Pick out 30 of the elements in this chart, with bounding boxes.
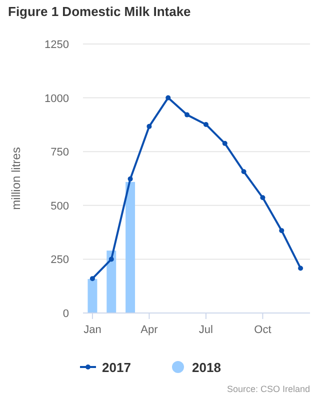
x-tick-label: Oct <box>254 324 272 336</box>
bar <box>88 279 98 313</box>
bar <box>126 182 136 313</box>
point <box>166 95 171 100</box>
source-note: Source: CSO Ireland <box>226 384 310 394</box>
y-tick-label: 1000 <box>44 92 69 105</box>
point <box>222 140 228 146</box>
point <box>279 228 284 234</box>
bar <box>106 250 116 313</box>
chart-title: Figure 1 Domestic Milk Intake <box>8 4 191 19</box>
y-tick-label: 250 <box>50 254 69 266</box>
point <box>260 195 266 200</box>
y-tick-label: 750 <box>50 146 69 159</box>
legend-label: 2017 <box>102 360 131 375</box>
point <box>146 124 152 129</box>
y-tick-label: 1250 <box>44 39 69 51</box>
point <box>241 169 246 174</box>
point <box>90 276 95 282</box>
point <box>298 266 304 271</box>
point <box>108 256 114 262</box>
y-tick-label: 500 <box>50 200 69 212</box>
y-axis-title: million litres <box>9 147 23 210</box>
point <box>128 176 133 182</box>
y-tick-label: 0 <box>62 308 69 320</box>
point <box>203 122 208 127</box>
point <box>184 112 190 118</box>
x-tick-label: Apr <box>140 324 158 336</box>
x-tick-label: Jul <box>198 324 213 336</box>
legend-label: 2018 <box>192 360 221 375</box>
x-tick-label: Jan <box>84 324 102 336</box>
